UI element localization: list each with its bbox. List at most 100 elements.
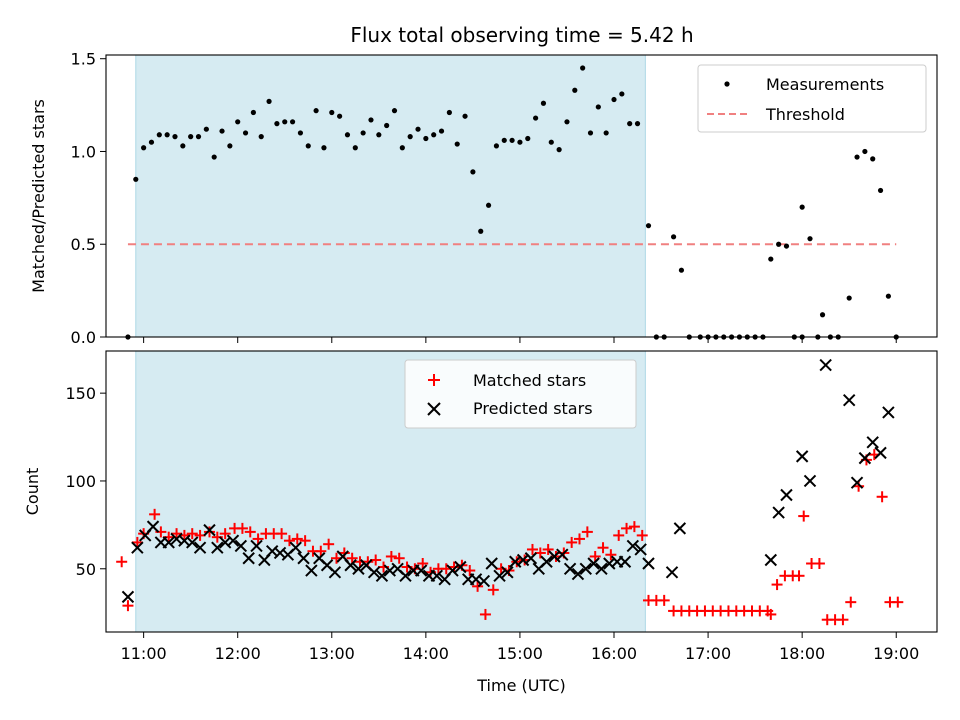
matched-star-point xyxy=(574,533,586,545)
predicted-star-stroke-b xyxy=(367,566,381,579)
predicted-star-point xyxy=(250,539,263,553)
predicted-star-stroke-b xyxy=(874,446,887,460)
predicted-star-stroke-b xyxy=(603,557,616,570)
chart-title: Flux total observing time = 5.42 h xyxy=(350,23,693,47)
predicted-star-point xyxy=(226,534,240,547)
predicted-star-stroke-b xyxy=(193,541,207,554)
matched-star-point xyxy=(526,543,538,555)
predicted-star-point xyxy=(234,539,248,553)
matched-star-point xyxy=(628,521,640,533)
matched-star-point xyxy=(464,565,476,577)
measurement-point xyxy=(321,145,327,151)
predicted-star-point xyxy=(211,541,224,554)
predicted-star-stroke-b xyxy=(344,559,357,572)
measurement-point xyxy=(556,147,562,153)
measurement-point xyxy=(329,109,335,116)
predicted-star-point xyxy=(579,562,592,575)
x-axis-label: Time (UTC) xyxy=(476,676,565,695)
legend-matched-label: Matched stars xyxy=(473,371,586,390)
measurement-point xyxy=(227,143,233,149)
measurement-point xyxy=(485,202,492,208)
bottom-y-tick-label: 150 xyxy=(65,384,96,403)
matched-star-point xyxy=(417,558,429,570)
predicted-star-point xyxy=(524,552,538,565)
measurement-point xyxy=(885,293,891,299)
predicted-star-stroke-b xyxy=(162,536,175,549)
measurement-point xyxy=(242,130,249,136)
matched-star-point xyxy=(845,596,857,608)
predicted-star-point xyxy=(305,564,318,577)
measurement-point xyxy=(384,122,390,129)
bottom-axes-frame xyxy=(105,350,938,633)
x-tick-label: 19:00 xyxy=(873,644,919,663)
measurement-point xyxy=(799,204,805,210)
predicted-star-point xyxy=(344,559,357,572)
matched-star-point xyxy=(393,552,405,564)
top-y-tick-label: 1.5 xyxy=(71,50,96,69)
matched-star-point xyxy=(131,536,143,548)
predicted-star-stroke-b xyxy=(305,564,318,577)
predicted-star-point xyxy=(634,543,647,556)
legend-predicted-label: Predicted stars xyxy=(473,399,593,418)
predicted-star-stroke-b xyxy=(320,559,334,572)
matched-star-point xyxy=(370,554,382,566)
measurement-point xyxy=(438,128,445,134)
matched-star-point xyxy=(116,556,128,568)
measurement-point xyxy=(305,143,311,149)
matched-star-point xyxy=(244,526,256,538)
predicted-star-point xyxy=(642,557,655,570)
measurement-point xyxy=(603,130,609,136)
measurement-point xyxy=(133,176,139,182)
legend-measurements-label: Measurements xyxy=(766,75,884,94)
measurement-point xyxy=(627,121,633,127)
predicted-star-point xyxy=(850,476,864,489)
predicted-star-point xyxy=(858,451,872,465)
matched-star-point xyxy=(636,529,648,541)
predicted-star-point xyxy=(882,406,895,419)
measurement-point xyxy=(645,223,652,229)
measurement-point xyxy=(368,117,374,123)
measurement-point xyxy=(634,121,641,127)
measurement-point xyxy=(819,312,826,318)
predicted-star-stroke-b xyxy=(866,436,879,449)
matched-star-point xyxy=(219,528,231,540)
measurement-point xyxy=(156,132,162,138)
measurement-point xyxy=(180,143,186,149)
predicted-star-stroke-b xyxy=(328,566,342,579)
predicted-star-stroke-b xyxy=(121,590,135,604)
measurement-point xyxy=(188,134,194,140)
predicted-star-point xyxy=(146,520,160,533)
measurement-point xyxy=(619,91,625,97)
predicted-star-point xyxy=(186,536,199,549)
top-y-tick-label: 1.0 xyxy=(71,142,96,161)
predicted-star-point xyxy=(556,548,569,561)
matched-star-point xyxy=(149,508,161,520)
legend-matched-marker xyxy=(428,374,440,386)
predicted-star-stroke-b xyxy=(501,566,514,579)
predicted-star-point xyxy=(328,566,342,579)
predicted-star-stroke-b xyxy=(352,562,365,575)
matched-star-point xyxy=(171,528,183,540)
predicted-star-stroke-b xyxy=(556,548,569,561)
x-tick-label: 17:00 xyxy=(685,644,731,663)
predicted-star-point xyxy=(131,541,144,554)
matched-star-point xyxy=(765,608,777,620)
matched-star-point xyxy=(771,579,783,591)
measurement-point xyxy=(587,130,594,136)
predicted-star-point xyxy=(493,569,506,583)
matched-star-point xyxy=(487,584,499,596)
predicted-star-point xyxy=(501,566,514,579)
predicted-star-point xyxy=(375,569,389,583)
legend-predicted-marker xyxy=(427,402,441,416)
measurement-point xyxy=(540,100,547,106)
x-tick-label: 16:00 xyxy=(591,644,637,663)
measurement-point xyxy=(807,236,813,242)
measurement-point xyxy=(533,115,539,121)
predicted-star-stroke-b xyxy=(203,523,216,537)
predicted-star-stroke-b xyxy=(548,550,561,563)
measurement-point xyxy=(776,241,782,247)
measurement-point xyxy=(203,126,209,132)
predicted-star-stroke-b xyxy=(211,541,224,554)
matched-star-point xyxy=(621,522,633,534)
predicted-star-stroke-b xyxy=(819,358,832,372)
